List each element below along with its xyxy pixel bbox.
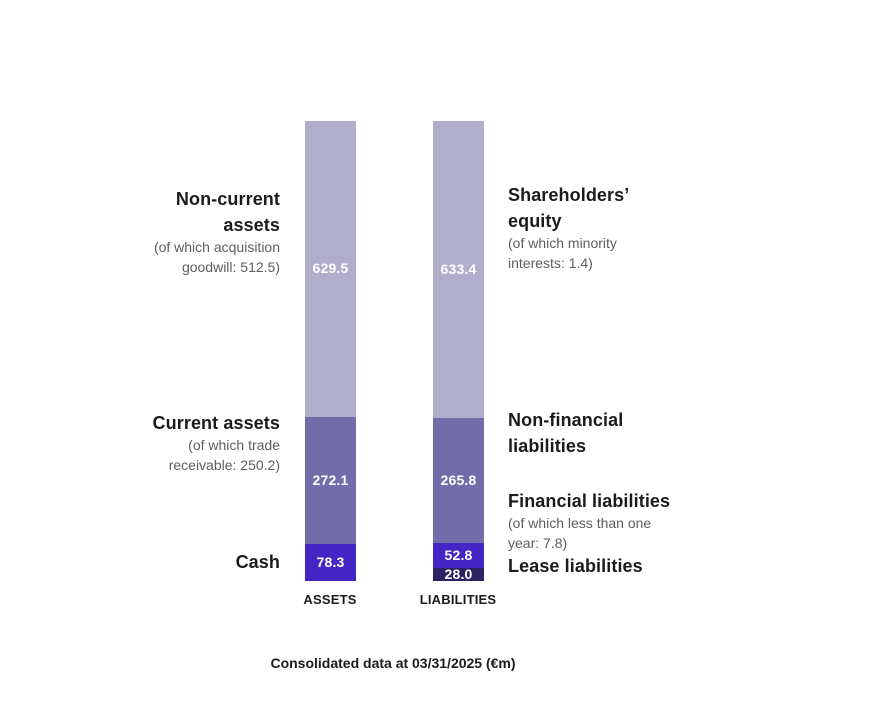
financial-liabilities-note: (of which less than one year: 7.8): [508, 515, 652, 551]
label-block-financial-liabilities: Financial liabilities (of which less tha…: [508, 488, 738, 553]
axis-label-liabilities: LIABILITIES: [419, 592, 497, 607]
bar-segment-non-financial-liabilities: 265.8: [433, 418, 484, 544]
segment-value-label: 629.5: [312, 260, 349, 277]
assets-bar: 629.5 272.1 78.3: [305, 121, 356, 581]
segment-value-label: 265.8: [440, 472, 477, 489]
non-current-assets-note: (of which acquisition goodwill: 512.5): [153, 239, 280, 275]
bar-segment-non-current-assets: 629.5: [305, 121, 356, 417]
label-block-shareholders-equity: Shareholders’ equity (of which minority …: [508, 182, 738, 273]
bar-segment-shareholders-equity: 633.4: [433, 121, 484, 419]
current-assets-title: Current assets: [152, 413, 280, 433]
financial-liabilities-title: Financial liabilities: [508, 491, 671, 511]
non-financial-liabilities-title: Non-financial liabilities: [508, 410, 624, 456]
segment-value-label: 272.1: [312, 471, 349, 488]
bar-segment-cash: 78.3: [305, 544, 356, 581]
segment-value-label: 78.3: [316, 554, 345, 571]
current-assets-note: (of which trade receivable: 250.2): [168, 437, 280, 473]
label-block-cash: Cash: [40, 549, 280, 575]
segment-value-label: 28.0: [444, 565, 473, 582]
segment-value-label: 52.8: [444, 546, 473, 563]
label-block-non-financial-liabilities: Non-financial liabilities: [508, 407, 738, 459]
bar-segment-financial-liabilities: 52.8: [433, 543, 484, 568]
shareholders-equity-title: Shareholders’ equity: [508, 185, 630, 231]
label-block-current-assets: Current assets (of which trade receivabl…: [40, 410, 280, 475]
chart-caption: Consolidated data at 03/31/2025 (€m): [270, 655, 516, 671]
bar-segment-lease-liabilities: 28.0: [433, 565, 484, 582]
label-block-non-current-assets: Non-current assets (of which acquisition…: [40, 186, 280, 277]
segment-value-label: 633.4: [440, 261, 477, 278]
non-current-assets-title: Non-current assets: [175, 189, 280, 235]
lease-liabilities-title: Lease liabilities: [508, 556, 643, 576]
liabilities-bar: 633.4 265.8 52.8 28.0: [433, 121, 484, 581]
axis-label-assets: ASSETS: [303, 592, 357, 607]
cash-title: Cash: [235, 552, 280, 572]
label-block-lease-liabilities: Lease liabilities: [508, 553, 738, 579]
shareholders-equity-note: (of which minority interests: 1.4): [508, 235, 617, 271]
bar-segment-current-assets: 272.1: [305, 416, 356, 545]
